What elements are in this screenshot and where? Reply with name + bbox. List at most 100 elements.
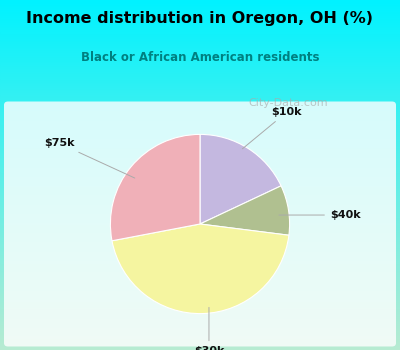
Bar [0, 326, 400, 327]
Bar [0, 9, 400, 10]
Bar [0, 79, 400, 80]
Bar [0, 161, 400, 163]
Bar [0, 180, 400, 182]
Bar [0, 2, 400, 4]
Bar [0, 224, 400, 226]
Bar [0, 145, 400, 147]
Bar [0, 250, 400, 252]
Bar [0, 126, 400, 128]
Bar [0, 170, 400, 172]
Bar [0, 241, 400, 243]
Bar [0, 322, 400, 324]
Bar [0, 336, 400, 338]
Bar [0, 119, 400, 121]
Bar [0, 301, 400, 303]
Bar [0, 98, 400, 100]
Bar [0, 345, 400, 346]
Bar [0, 245, 400, 247]
Bar [0, 346, 400, 348]
Bar [0, 236, 400, 238]
Bar [0, 68, 400, 70]
Bar [0, 117, 400, 119]
Bar [0, 261, 400, 262]
Bar [0, 178, 400, 180]
Bar [0, 270, 400, 271]
Bar [0, 229, 400, 231]
Bar [0, 152, 400, 154]
Bar [0, 58, 400, 60]
Bar [0, 327, 400, 329]
Bar [0, 94, 400, 96]
Bar [0, 292, 400, 294]
Bar [0, 222, 400, 224]
Bar [0, 124, 400, 126]
Bar [0, 332, 400, 334]
Bar [0, 142, 400, 143]
Bar [0, 310, 400, 312]
Bar [0, 338, 400, 340]
Bar [0, 21, 400, 23]
Bar [0, 93, 400, 94]
Bar [0, 306, 400, 308]
Bar [0, 247, 400, 248]
Bar [0, 226, 400, 228]
Bar [0, 144, 400, 145]
Bar [0, 103, 400, 105]
Bar [0, 7, 400, 9]
FancyBboxPatch shape [4, 102, 396, 346]
Bar [0, 340, 400, 341]
Bar [0, 262, 400, 264]
Bar [0, 54, 400, 56]
Bar [0, 122, 400, 124]
Bar [0, 16, 400, 18]
Bar [0, 114, 400, 116]
Bar [0, 116, 400, 117]
Bar [0, 30, 400, 32]
Bar [0, 187, 400, 189]
Bar [0, 158, 400, 159]
Bar [0, 196, 400, 198]
Bar [0, 23, 400, 24]
Bar [0, 220, 400, 222]
Bar [0, 214, 400, 215]
Bar [0, 313, 400, 315]
Bar [0, 208, 400, 210]
Bar [0, 130, 400, 131]
Bar [0, 248, 400, 250]
Bar [0, 74, 400, 75]
Bar [0, 164, 400, 166]
Bar [0, 12, 400, 14]
Bar [0, 51, 400, 52]
Bar [0, 102, 400, 103]
Bar [0, 135, 400, 136]
Bar [0, 19, 400, 21]
Wedge shape [110, 134, 200, 241]
Bar [0, 320, 400, 322]
Bar [0, 266, 400, 268]
Bar [0, 290, 400, 292]
Bar [0, 198, 400, 199]
Bar [0, 182, 400, 184]
Bar [0, 84, 400, 86]
Bar [0, 107, 400, 108]
Bar [0, 65, 400, 66]
Bar [0, 315, 400, 317]
Bar [0, 80, 400, 82]
Bar [0, 49, 400, 51]
Bar [0, 4, 400, 5]
Bar [0, 18, 400, 19]
Bar [0, 5, 400, 7]
Bar [0, 156, 400, 158]
Bar [0, 133, 400, 135]
Bar [0, 317, 400, 318]
Bar [0, 304, 400, 306]
Bar [0, 273, 400, 275]
Bar [0, 329, 400, 331]
Bar [0, 10, 400, 12]
Bar [0, 215, 400, 217]
Bar [0, 72, 400, 74]
Bar [0, 88, 400, 89]
Bar [0, 100, 400, 101]
Bar [0, 61, 400, 63]
Bar [0, 284, 400, 285]
